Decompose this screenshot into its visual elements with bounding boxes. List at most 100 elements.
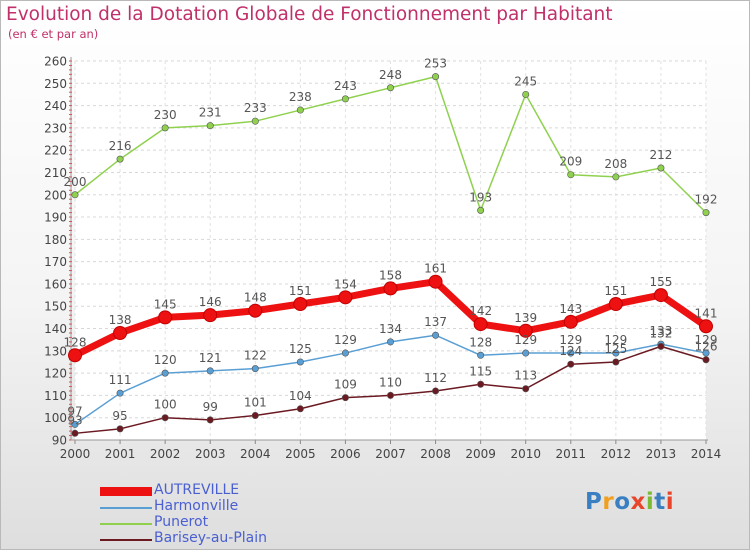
data-point-barisey-au-plain[interactable] [251, 411, 259, 419]
data-point-barisey-au-plain[interactable] [657, 342, 665, 350]
data-point-punerot[interactable] [432, 73, 440, 81]
data-label-punerot: 248 [379, 68, 402, 82]
data-point-autreville[interactable] [473, 317, 488, 332]
data-point-harmonville[interactable] [206, 367, 214, 375]
data-label-punerot: 209 [559, 155, 582, 169]
logo-letter: x [630, 489, 646, 515]
data-point-barisey-au-plain[interactable] [341, 394, 349, 402]
x-tick-label: 2011 [556, 447, 587, 461]
data-point-punerot[interactable] [657, 164, 665, 172]
legend-label-autreville: AUTREVILLE [154, 482, 240, 498]
x-tick-label: 2013 [646, 447, 677, 461]
data-point-harmonville[interactable] [251, 365, 259, 373]
data-point-punerot[interactable] [71, 191, 79, 199]
legend-item-harmonville[interactable]: Harmonville [100, 498, 360, 517]
data-point-punerot[interactable] [477, 206, 485, 214]
data-label-harmonville: 134 [379, 322, 402, 336]
data-point-autreville[interactable] [248, 303, 263, 318]
data-point-barisey-au-plain[interactable] [702, 356, 710, 364]
data-point-autreville[interactable] [203, 308, 218, 323]
y-tick-label: 220 [44, 144, 67, 158]
data-point-harmonville[interactable] [116, 389, 124, 397]
logo-letter: i [665, 489, 675, 515]
data-point-harmonville[interactable] [386, 338, 394, 346]
data-point-barisey-au-plain[interactable] [522, 385, 530, 393]
data-label-punerot: 230 [154, 108, 177, 122]
data-point-punerot[interactable] [296, 106, 304, 114]
data-label-autreville: 146 [199, 295, 222, 309]
data-label-autreville: 139 [514, 311, 537, 325]
data-point-autreville[interactable] [293, 297, 308, 312]
data-point-autreville[interactable] [383, 281, 398, 296]
legend-item-barisey-au-plain[interactable]: Barisey-au-Plain [100, 530, 360, 549]
data-point-harmonville[interactable] [522, 349, 530, 357]
legend-item-punerot[interactable]: Punerot [100, 514, 360, 533]
data-point-barisey-au-plain[interactable] [432, 387, 440, 395]
data-labels: 200 216 230 231 233 238 243 248 253 193 245 209 208 2… [64, 57, 718, 428]
legend-item-autreville[interactable]: AUTREVILLE [100, 482, 360, 501]
data-point-harmonville[interactable] [612, 349, 620, 357]
data-point-harmonville[interactable] [161, 369, 169, 377]
data-point-punerot[interactable] [567, 171, 575, 179]
data-label-barisey-au-plain: 132 [649, 326, 672, 340]
data-point-punerot[interactable] [522, 90, 530, 98]
proxiti-logo: Proxiti [585, 489, 674, 515]
data-point-harmonville[interactable] [477, 351, 485, 359]
data-point-punerot[interactable] [116, 155, 124, 163]
data-point-harmonville[interactable] [341, 349, 349, 357]
data-point-autreville[interactable] [518, 323, 533, 338]
data-point-autreville[interactable] [338, 290, 353, 305]
data-label-autreville: 155 [649, 275, 672, 289]
y-tick-label: 250 [44, 77, 67, 91]
data-point-punerot[interactable] [341, 95, 349, 103]
plot-area [75, 61, 706, 440]
data-point-barisey-au-plain[interactable] [71, 429, 79, 437]
data-point-barisey-au-plain[interactable] [161, 414, 169, 422]
data-point-punerot[interactable] [702, 209, 710, 217]
data-point-harmonville[interactable] [432, 331, 440, 339]
data-label-harmonville: 122 [244, 349, 267, 363]
data-label-harmonville: 129 [514, 333, 537, 347]
x-tick-label: 2006 [330, 447, 361, 461]
legend-label-punerot: Punerot [154, 514, 209, 530]
data-point-autreville[interactable] [68, 348, 82, 363]
data-point-punerot[interactable] [386, 84, 394, 92]
x-tick-label: 2001 [105, 447, 136, 461]
y-tick-label: 180 [44, 233, 67, 247]
data-label-autreville: 143 [559, 302, 582, 316]
data-point-autreville[interactable] [653, 288, 668, 303]
data-point-barisey-au-plain[interactable] [612, 358, 620, 366]
legend-label-harmonville: Harmonville [154, 498, 239, 514]
data-point-autreville[interactable] [158, 310, 173, 325]
data-point-punerot[interactable] [161, 124, 169, 132]
data-point-harmonville[interactable] [71, 420, 79, 428]
data-point-barisey-au-plain[interactable] [116, 425, 124, 433]
data-label-harmonville: 121 [199, 351, 222, 365]
logo-letter: r [602, 489, 615, 515]
data-label-barisey-au-plain: 113 [514, 369, 537, 383]
data-label-barisey-au-plain: 100 [154, 398, 177, 412]
data-point-barisey-au-plain[interactable] [567, 360, 575, 368]
data-point-harmonville[interactable] [567, 349, 575, 357]
y-tick-label: 190 [44, 211, 67, 225]
data-point-barisey-au-plain[interactable] [296, 405, 304, 413]
data-point-barisey-au-plain[interactable] [206, 416, 214, 424]
data-point-harmonville[interactable] [296, 358, 304, 366]
data-point-autreville[interactable] [563, 314, 578, 329]
data-point-autreville[interactable] [608, 297, 623, 312]
data-point-autreville[interactable] [113, 325, 128, 340]
data-point-barisey-au-plain[interactable] [386, 391, 394, 399]
data-point-barisey-au-plain[interactable] [477, 380, 485, 388]
data-point-autreville[interactable] [428, 274, 443, 289]
y-tick-label: 210 [44, 166, 67, 180]
data-point-punerot[interactable] [612, 173, 620, 181]
data-label-barisey-au-plain: 101 [244, 395, 267, 409]
data-point-punerot[interactable] [251, 117, 259, 125]
data-point-punerot[interactable] [206, 122, 214, 130]
data-label-harmonville: 125 [289, 342, 312, 356]
data-label-barisey-au-plain: 125 [604, 342, 627, 356]
data-point-autreville[interactable] [699, 319, 713, 334]
data-label-autreville: 151 [289, 284, 312, 298]
chart-subtitle: (en € et par an) [8, 27, 99, 41]
data-label-punerot: 243 [334, 79, 357, 93]
